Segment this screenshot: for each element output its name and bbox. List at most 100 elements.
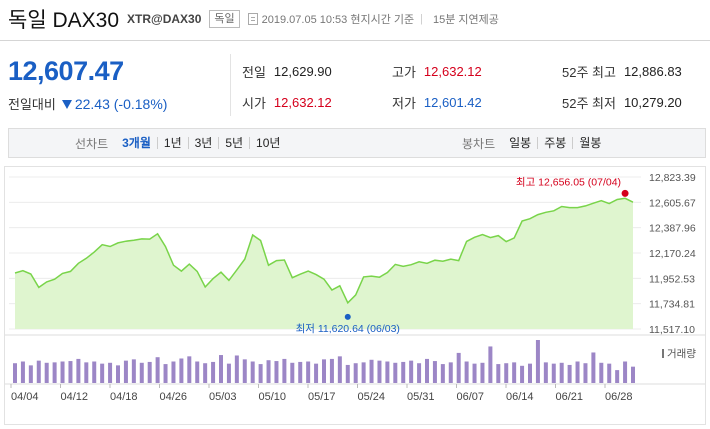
volume-bar (76, 358, 81, 383)
volume-bar (599, 362, 604, 383)
high-label: 최고 12,656.05 (07/04) (516, 176, 621, 188)
volume-bar (551, 363, 556, 383)
volume-bar (123, 360, 128, 383)
volume-bar (480, 362, 485, 383)
y-tick-label: 11,734.81 (649, 299, 695, 311)
volume-bar (440, 364, 445, 383)
y-tick-label: 11,517.10 (649, 324, 695, 336)
volume-bar (266, 360, 271, 383)
tab-3-years[interactable]: 3년 (187, 137, 219, 149)
tab-5-years[interactable]: 5년 (218, 137, 249, 149)
chart-tabs-bar: 선차트 3개월 1년 3년 5년 10년 봉차트 일봉 주봉 월봉 (8, 128, 706, 158)
volume-bar (353, 363, 358, 383)
stat-value: 12,632.12 (273, 95, 332, 110)
line-chart-label: 선차트 (75, 136, 109, 151)
volume-bar (219, 355, 223, 383)
volume-bar (488, 346, 493, 383)
volume-bar (385, 361, 390, 383)
volume-bar (496, 364, 501, 383)
volume-bar (448, 362, 453, 383)
volume-bar (52, 362, 57, 383)
stat-value: 10,279.20 (623, 95, 682, 110)
current-price: 12,607.47 (8, 56, 124, 86)
tab-1-year[interactable]: 1년 (156, 137, 188, 149)
x-tick-label: 06/07 (457, 391, 485, 403)
timestamp: 2019.07.05 10:53 현지시간 기준 (261, 14, 415, 26)
volume-bar (234, 355, 239, 383)
volume-bar (337, 356, 342, 383)
volume-bar (417, 363, 422, 383)
volume-bar (155, 357, 160, 383)
volume-bar (504, 363, 509, 383)
stat-prev-close: 전일 12,629.90 (242, 62, 332, 81)
volume-label: 거래량 (667, 348, 696, 360)
low-marker (344, 313, 351, 320)
volume-bar (329, 358, 334, 383)
volume-bar (203, 363, 208, 383)
x-tick-label: 05/31 (407, 391, 435, 403)
volume-bar (575, 361, 580, 383)
stat-label: 고가 (392, 65, 416, 80)
volume-bar (472, 363, 477, 383)
tab-monthly[interactable]: 월봉 (572, 137, 607, 149)
x-tick-label: 05/03 (209, 391, 237, 403)
volume-bar (250, 361, 255, 383)
volume-bar (528, 363, 532, 383)
volume-bar (13, 363, 17, 383)
volume-bar (84, 362, 89, 383)
volume-bar (369, 359, 374, 383)
volume-bar (543, 362, 548, 383)
volume-bar (131, 359, 136, 383)
separator: | (420, 13, 423, 25)
stat-open: 시가 12,632.12 (242, 93, 332, 112)
delay-note: 15분 지연제공 (432, 14, 499, 26)
stat-high: 고가 12,632.12 (392, 62, 482, 81)
tab-10-years[interactable]: 10년 (249, 137, 286, 149)
volume-bar (211, 361, 216, 383)
stat-value: 12,601.42 (423, 95, 482, 110)
volume-bar (425, 358, 429, 383)
divider (230, 54, 231, 116)
stat-label: 52주 최저 (562, 96, 616, 111)
stat-label: 시가 (242, 96, 266, 111)
tab-3-months[interactable]: 3개월 (122, 136, 151, 150)
x-tick-label: 05/10 (259, 391, 287, 403)
volume-bar (258, 364, 263, 383)
candle-chart-tabs: 봉차트 일봉 주봉 월봉 (462, 129, 607, 157)
volume-bar (100, 363, 105, 383)
volume-bar (36, 360, 41, 383)
high-marker (621, 189, 629, 197)
low-label: 최저 11,620.64 (06/03) (296, 323, 400, 335)
stat-52w-high: 52주 최고 12,886.83 (562, 62, 682, 81)
x-tick-label: 04/26 (160, 391, 188, 403)
volume-bar (615, 370, 620, 383)
y-tick-label: 12,605.67 (649, 197, 696, 209)
y-tick-label: 12,387.96 (649, 223, 696, 235)
volume-bar (322, 359, 326, 383)
x-tick-label: 04/04 (11, 391, 39, 403)
candle-chart-label: 봉차트 (462, 136, 496, 151)
x-tick-label: 06/21 (556, 391, 584, 403)
stat-value: 12,886.83 (623, 64, 682, 79)
volume-bar (274, 361, 279, 383)
volume-bar (361, 362, 366, 383)
volume-bar (20, 361, 25, 383)
price-line (14, 197, 634, 305)
x-tick-label: 06/14 (506, 391, 534, 403)
volume-bar (226, 363, 231, 383)
x-tick-label: 05/24 (358, 391, 386, 403)
stat-low: 저가 12,601.42 (392, 93, 482, 112)
chart-panel: 12,823.39 12,605.67 12,387.96 12,170.24 11,9… (4, 166, 706, 425)
volume-bar (401, 361, 406, 383)
stat-52w-low: 52주 최저 10,279.20 (562, 93, 682, 112)
x-tick-label: 04/12 (61, 391, 89, 403)
volume-bar (282, 358, 287, 383)
volume-bar (464, 361, 469, 383)
volume-bar (242, 359, 247, 383)
stat-label: 저가 (392, 96, 416, 111)
volume-bar (68, 361, 73, 383)
tab-daily[interactable]: 일봉 (509, 136, 532, 150)
change-value: 22.43 (-0.18%) (74, 95, 168, 112)
tab-weekly[interactable]: 주봉 (537, 137, 572, 149)
volume-bar (512, 362, 517, 383)
